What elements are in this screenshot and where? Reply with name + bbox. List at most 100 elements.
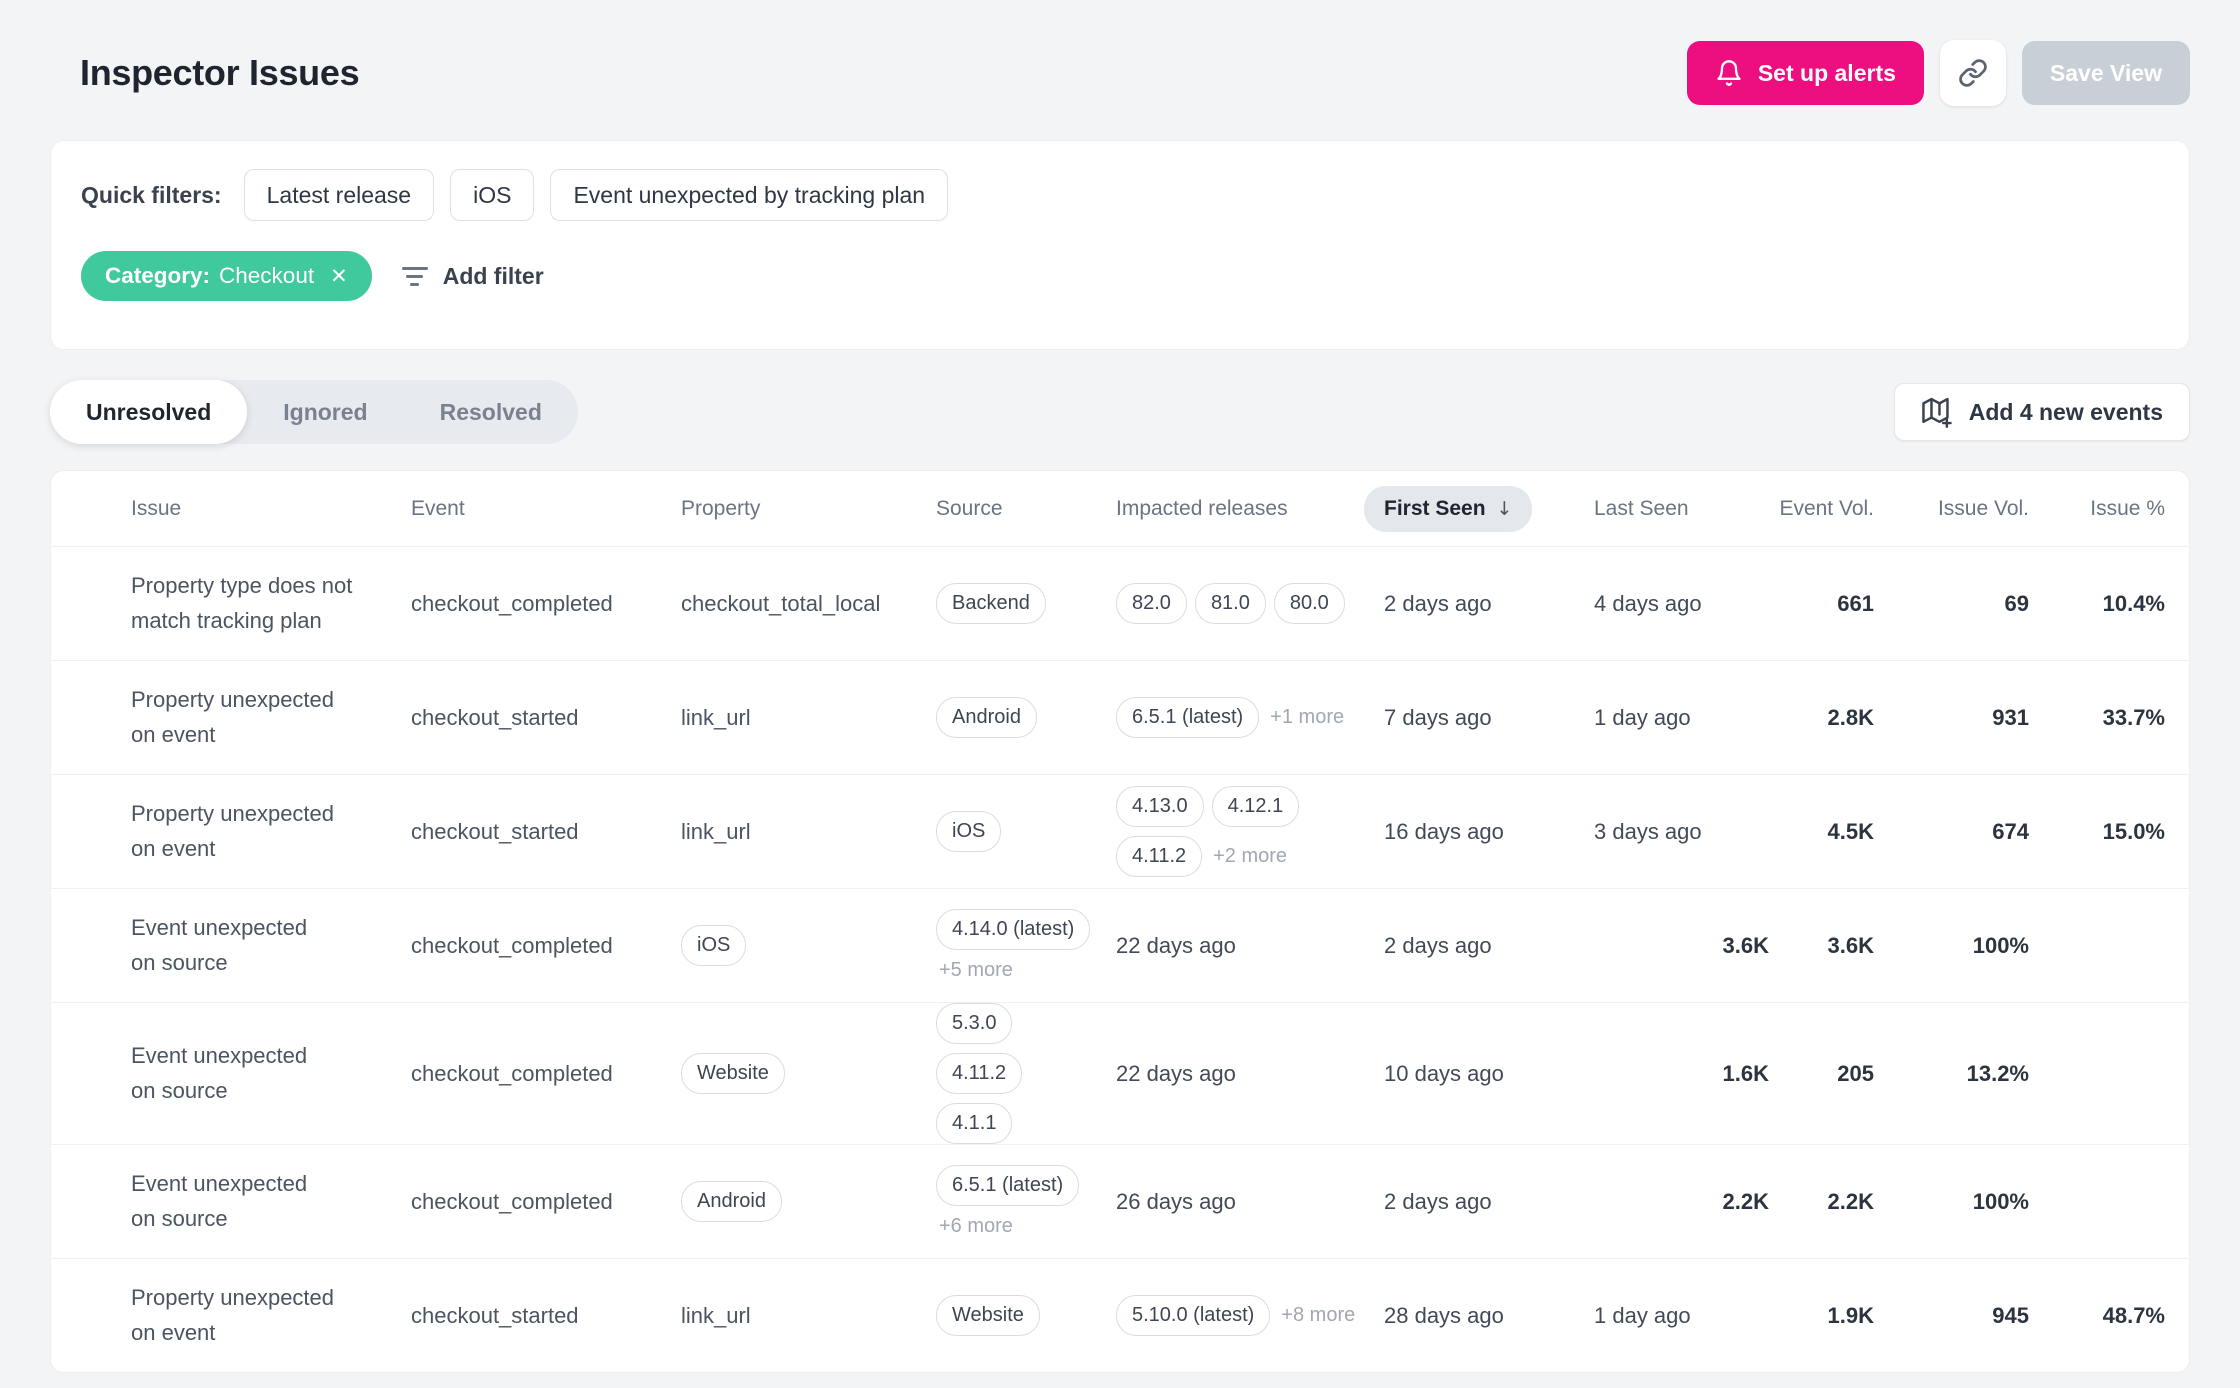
table-body: Property type does not match tracking pl…	[51, 546, 2189, 1372]
property-cell: link_url	[681, 1302, 751, 1328]
tab-unresolved[interactable]: Unresolved	[50, 380, 248, 444]
col-property[interactable]: Property	[681, 496, 761, 520]
release-chip[interactable]: 82.0	[1116, 583, 1187, 624]
add-filter-button[interactable]: Add filter	[401, 262, 544, 290]
event-cell: checkout_completed	[411, 1188, 613, 1214]
last-seen-cell: 4 days ago	[1594, 590, 1702, 616]
release-chip[interactable]: 4.13.0	[1116, 786, 1204, 827]
add-new-events-button[interactable]: Add 4 new events	[1893, 383, 2190, 441]
col-issue[interactable]: Issue	[131, 496, 182, 520]
issue-vol-cell: 674	[1992, 818, 2029, 844]
issue-vol-cell: 69	[2004, 590, 2029, 616]
set-up-alerts-button[interactable]: Set up alerts	[1686, 41, 1924, 105]
sort-pill[interactable]: First Seen ↓	[1364, 485, 1533, 532]
quick-filter-ios[interactable]: iOS	[450, 169, 535, 221]
table-row[interactable]: Property unexpected on event checkout_st…	[51, 774, 2189, 888]
active-filter-name: Category:	[105, 263, 211, 288]
save-view-button[interactable]: Save View	[2021, 41, 2190, 105]
table-row[interactable]: Event unexpected on source checkout_comp…	[51, 888, 2189, 1002]
page-title: Inspector Issues	[80, 52, 360, 93]
releases-cell: 5.3.0 4.11.2 4.1.1	[936, 1003, 1116, 1144]
release-chip[interactable]: 4.11.2	[936, 1053, 1023, 1094]
tab-ignored[interactable]: Ignored	[247, 380, 403, 444]
source-badge: Android	[681, 1181, 782, 1222]
col-first-seen[interactable]: First Seen ↓	[1364, 485, 1594, 532]
issue-vol-cell: 931	[1992, 704, 2029, 730]
table-row[interactable]: Property type does not match tracking pl…	[51, 546, 2189, 660]
source-badge: Website	[681, 1053, 785, 1094]
more-releases-label: +2 more	[1213, 845, 1288, 867]
col-impacted-releases[interactable]: Impacted releases	[1116, 496, 1288, 520]
map-plus-icon	[1921, 397, 1952, 428]
first-seen-cell: 28 days ago	[1384, 1302, 1504, 1328]
release-chip[interactable]: 5.3.0	[936, 1003, 1013, 1044]
release-chip[interactable]: 4.1.1	[936, 1103, 1013, 1144]
col-source[interactable]: Source	[936, 496, 1003, 520]
issue-pct-cell: 33.7%	[2102, 704, 2165, 730]
table-row[interactable]: Property unexpected on event checkout_st…	[51, 660, 2189, 774]
issue-cell: Property unexpected on event	[131, 1285, 335, 1345]
event-vol-cell: 2.2K	[1722, 1188, 1769, 1214]
source-cell: Android	[936, 697, 1116, 738]
event-vol-cell: 1.6K	[1722, 1060, 1769, 1086]
releases-cell: 82.0 81.0 80.0	[1116, 583, 1384, 624]
issue-cell: Event unexpected on source	[131, 1043, 308, 1103]
col-last-seen[interactable]: Last Seen	[1594, 496, 1689, 520]
source-cell: iOS	[681, 925, 936, 966]
source-badge: Website	[936, 1295, 1040, 1336]
active-filter-chip[interactable]: Category: Checkout ✕	[81, 251, 372, 301]
release-chip[interactable]: 80.0	[1273, 583, 1345, 624]
releases-cell: 5.10.0 (latest) +8 more	[1116, 1295, 1384, 1336]
issue-pct-cell: 10.4%	[2102, 590, 2165, 616]
event-cell: checkout_started	[411, 704, 579, 730]
source-cell: Backend	[936, 583, 1116, 624]
table-row[interactable]: Event unexpected on source checkout_comp…	[51, 1002, 2189, 1144]
more-releases-label: +8 more	[1281, 1304, 1356, 1326]
issue-cell: Property unexpected on event	[131, 687, 335, 747]
col-event-vol[interactable]: Event Vol.	[1779, 496, 1874, 520]
save-view-label: Save View	[2049, 59, 2162, 86]
col-issue-vol[interactable]: Issue Vol.	[1937, 496, 2029, 520]
release-chip[interactable]: 6.5.1 (latest)	[1116, 697, 1260, 738]
event-vol-cell: 3.6K	[1722, 932, 1769, 958]
table-header: Issue Event Property Source Impacted rel…	[51, 471, 2189, 546]
release-chip[interactable]: 4.12.1	[1211, 786, 1300, 827]
property-cell: link_url	[681, 818, 751, 844]
copy-link-button[interactable]	[1939, 40, 2006, 106]
source-cell: Android	[681, 1181, 936, 1222]
bell-icon	[1717, 60, 1741, 86]
release-chip[interactable]: 6.5.1 (latest)	[936, 1165, 1080, 1206]
event-cell: checkout_completed	[411, 590, 613, 616]
status-tabs: Unresolved Ignored Resolved	[50, 380, 578, 444]
col-event[interactable]: Event	[411, 496, 465, 520]
release-chip[interactable]: 4.11.2	[1116, 836, 1203, 877]
releases-cell: 6.5.1 (latest) +6 more	[936, 1165, 1116, 1238]
add-new-events-label: Add 4 new events	[1968, 398, 2163, 425]
table-row[interactable]: Property unexpected on event checkout_st…	[51, 1258, 2189, 1372]
issue-cell: Property type does not match tracking pl…	[131, 573, 353, 633]
first-seen-cell: 2 days ago	[1384, 590, 1492, 616]
issue-pct-cell: 48.7%	[2102, 1302, 2165, 1328]
release-chip[interactable]: 5.10.0 (latest)	[1116, 1295, 1271, 1336]
tab-resolved[interactable]: Resolved	[404, 380, 578, 444]
remove-filter-icon[interactable]: ✕	[330, 264, 348, 288]
col-issue-pct[interactable]: Issue %	[2090, 496, 2165, 520]
event-vol-cell: 2.8K	[1827, 704, 1874, 730]
issue-pct-cell: 100%	[1972, 1188, 2029, 1214]
quick-filter-event-unexpected[interactable]: Event unexpected by tracking plan	[550, 169, 949, 221]
event-cell: checkout_started	[411, 1302, 579, 1328]
release-chip[interactable]: 4.14.0 (latest)	[936, 909, 1091, 950]
active-filter-value: Checkout	[219, 263, 315, 288]
first-seen-cell: 16 days ago	[1384, 818, 1504, 844]
first-seen-cell: 22 days ago	[1116, 932, 1236, 958]
last-seen-cell: 3 days ago	[1594, 818, 1702, 844]
top-actions: Set up alerts Save View	[1686, 40, 2190, 106]
release-chip[interactable]: 81.0	[1194, 583, 1266, 624]
add-filter-label: Add filter	[442, 262, 544, 289]
table-row[interactable]: Event unexpected on source checkout_comp…	[51, 1144, 2189, 1258]
set-up-alerts-label: Set up alerts	[1757, 59, 1896, 86]
quick-filters-row: Quick filters: Latest release iOS Event …	[81, 169, 2145, 221]
source-badge: Backend	[936, 583, 1046, 624]
quick-filter-latest-release[interactable]: Latest release	[243, 169, 435, 221]
issue-vol-cell: 205	[1837, 1060, 1874, 1086]
